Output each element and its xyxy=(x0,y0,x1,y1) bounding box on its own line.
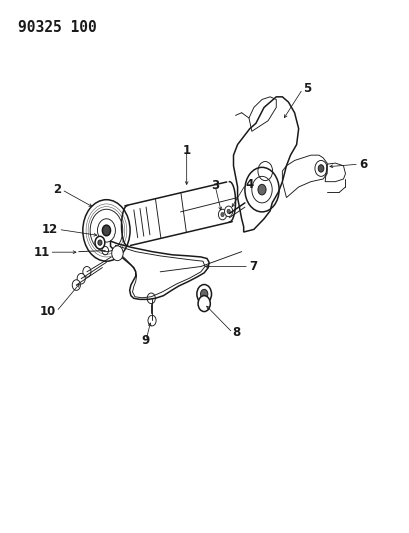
Circle shape xyxy=(148,316,156,326)
Text: 10: 10 xyxy=(40,305,56,318)
Text: 90325 100: 90325 100 xyxy=(18,20,96,35)
Circle shape xyxy=(317,165,323,172)
Circle shape xyxy=(257,184,265,195)
Text: 11: 11 xyxy=(33,246,49,259)
Circle shape xyxy=(95,236,105,249)
Circle shape xyxy=(200,289,207,299)
Circle shape xyxy=(102,225,110,236)
Circle shape xyxy=(72,280,80,290)
Text: 4: 4 xyxy=(245,178,253,191)
Circle shape xyxy=(224,206,232,216)
Text: 5: 5 xyxy=(302,83,310,95)
Circle shape xyxy=(220,213,224,216)
Text: 1: 1 xyxy=(182,144,190,157)
Circle shape xyxy=(218,209,226,220)
Text: 7: 7 xyxy=(248,260,256,273)
Circle shape xyxy=(77,273,85,284)
Circle shape xyxy=(198,296,210,312)
Circle shape xyxy=(112,246,123,261)
Circle shape xyxy=(227,209,230,214)
Circle shape xyxy=(83,266,91,277)
Circle shape xyxy=(98,240,102,245)
Text: 3: 3 xyxy=(211,180,219,192)
Text: 12: 12 xyxy=(42,223,58,236)
Text: 6: 6 xyxy=(358,158,366,171)
Text: 8: 8 xyxy=(232,326,240,340)
Circle shape xyxy=(196,285,211,304)
Text: 2: 2 xyxy=(54,183,61,196)
Text: 9: 9 xyxy=(142,334,150,347)
